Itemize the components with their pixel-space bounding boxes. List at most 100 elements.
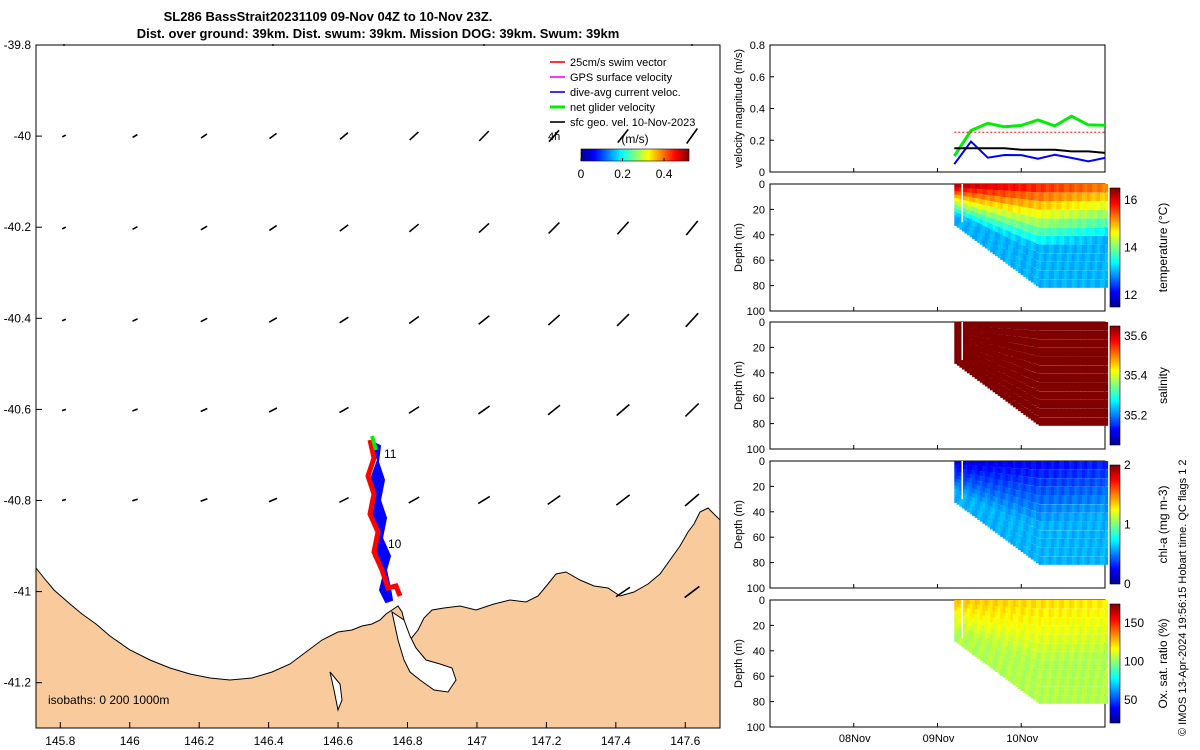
depth-cell	[959, 487, 963, 492]
depth-cell	[1061, 184, 1065, 193]
depth-cell	[1005, 197, 1009, 204]
geo-vector-dot	[272, 44, 274, 46]
depth-cell	[1089, 608, 1093, 618]
depth-cell	[992, 646, 996, 653]
depth-cell	[995, 618, 999, 625]
depth-cell	[1074, 695, 1078, 704]
depth-cell	[977, 366, 981, 372]
depth-cell	[1046, 556, 1050, 565]
depth-cell	[1087, 261, 1091, 271]
depth-cell	[1030, 241, 1034, 250]
depth-cell	[1059, 348, 1063, 357]
depth-cell	[1059, 279, 1063, 288]
depth-cell	[1097, 330, 1101, 340]
depth-cell	[1071, 244, 1075, 254]
depth-cell	[1092, 521, 1096, 531]
depth-cell	[1013, 400, 1017, 408]
y-tick-label: 40	[753, 507, 765, 519]
depth-cell	[1094, 382, 1098, 392]
depth-cell	[967, 621, 971, 626]
depth-cell	[984, 184, 988, 190]
depth-cell	[1053, 521, 1057, 531]
depth-cell	[1105, 201, 1109, 210]
depth-cell	[1020, 544, 1024, 552]
depth-cell	[1105, 399, 1109, 409]
depth-cell	[992, 184, 996, 190]
depth-cell	[1053, 478, 1057, 487]
depth-cell	[1033, 389, 1037, 398]
depth-cell	[1000, 637, 1004, 645]
depth-cell	[1023, 476, 1027, 485]
depth-cell	[1076, 210, 1080, 219]
depth-cell	[1007, 245, 1011, 252]
depth-cell	[1097, 495, 1101, 505]
depth-cell	[997, 600, 1001, 607]
depth-cell	[990, 645, 994, 652]
depth-cell	[1076, 695, 1080, 704]
depth-cell	[1041, 339, 1045, 348]
depth-cell	[1087, 227, 1091, 236]
depth-cell	[1007, 495, 1011, 502]
depth-cell	[1018, 228, 1022, 236]
depth-cell	[1087, 399, 1091, 409]
depth-cell	[1094, 348, 1098, 357]
depth-cell	[1082, 374, 1086, 383]
depth-cell	[1064, 184, 1068, 193]
depth-cell	[1092, 547, 1096, 557]
depth-cell	[1018, 607, 1022, 615]
depth-cell	[1018, 403, 1022, 412]
depth-cell	[1097, 348, 1101, 357]
depth-cell	[984, 194, 988, 201]
depth-cell	[1038, 253, 1042, 262]
depth-cell	[990, 466, 994, 473]
depth-cell	[1097, 556, 1101, 565]
depth-cell	[1079, 495, 1083, 505]
depth-cell	[1038, 669, 1042, 678]
depth-cell	[1015, 519, 1019, 527]
depth-cell	[1018, 258, 1022, 266]
depth-cell	[1020, 259, 1024, 268]
depth-cell	[1020, 367, 1024, 376]
depth-cell	[956, 497, 960, 502]
depth-cell	[1094, 634, 1098, 644]
depth-cell	[1025, 540, 1029, 548]
depth-cell	[1046, 478, 1050, 487]
geo-vector-arrow	[268, 497, 278, 503]
colorbar-tick-label: 12	[1124, 288, 1138, 302]
depth-cell	[1094, 513, 1098, 522]
depth-cell	[956, 607, 960, 612]
depth-cell	[972, 502, 976, 507]
depth-cell	[1015, 461, 1019, 469]
depth-cell	[1082, 608, 1086, 618]
depth-cell	[979, 194, 983, 200]
depth-cell	[1102, 348, 1106, 357]
depth-cell	[1059, 556, 1063, 565]
depth-cell	[1079, 218, 1083, 228]
depth-cell	[1066, 538, 1070, 548]
depth-cell	[1025, 516, 1029, 525]
depth-cell	[1043, 348, 1047, 357]
depth-cell	[979, 486, 983, 492]
depth-cell	[956, 625, 960, 630]
depth-cell	[1018, 344, 1022, 352]
depth-cell	[961, 619, 965, 624]
depth-cell	[972, 622, 976, 628]
depth-cell	[961, 500, 965, 505]
depth-cell	[992, 207, 996, 214]
depth-cell	[1010, 356, 1014, 364]
depth-cell	[1000, 234, 1004, 241]
depth-cell	[972, 474, 976, 480]
depth-cell	[1023, 661, 1027, 670]
depth-cell	[954, 215, 958, 219]
depth-cell	[1099, 210, 1103, 219]
depth-cell	[1105, 356, 1109, 366]
depth-cell	[984, 471, 988, 478]
depth-cell	[967, 617, 971, 622]
depth-cell	[982, 513, 986, 519]
depth-cell	[1015, 665, 1019, 673]
depth-cell	[1064, 330, 1068, 340]
depth-cell	[1013, 322, 1017, 330]
depth-cell	[992, 242, 996, 249]
depth-cell	[1059, 530, 1063, 539]
